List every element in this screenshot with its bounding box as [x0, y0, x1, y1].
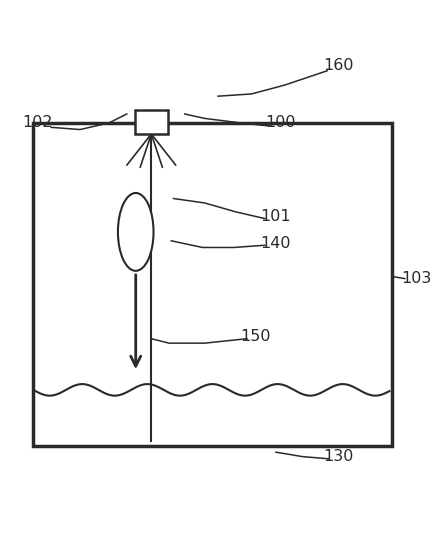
Text: 103: 103 — [401, 271, 431, 286]
Text: 100: 100 — [265, 116, 295, 131]
Bar — [33, 123, 392, 446]
Text: 160: 160 — [323, 58, 353, 73]
Text: 130: 130 — [323, 449, 353, 464]
Ellipse shape — [118, 193, 154, 271]
Text: 150: 150 — [241, 329, 271, 344]
Text: 101: 101 — [261, 209, 291, 224]
Bar — [135, 110, 168, 134]
Text: 140: 140 — [261, 235, 291, 250]
Text: 102: 102 — [23, 116, 53, 131]
